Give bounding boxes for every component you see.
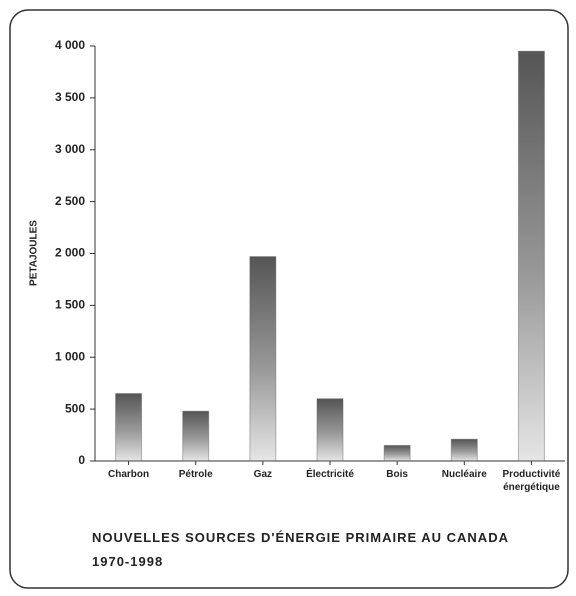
x-tick-label: Nucléaire xyxy=(441,469,487,480)
x-tick-label: Électricité xyxy=(306,469,354,480)
x-tick-label: Productivité énergétique xyxy=(502,469,561,493)
y-tick-label: 0 xyxy=(78,453,85,467)
x-tick-label: Bois xyxy=(386,469,408,480)
y-tick-label: 2 000 xyxy=(55,246,85,260)
chart-title: NOUVELLES SOURCES D'ÉNERGIE PRIMAIRE AU … xyxy=(92,530,509,545)
y-tick-label: 1 000 xyxy=(55,349,85,363)
y-tick-label: 3 500 xyxy=(55,90,85,104)
y-tick-label: 2 500 xyxy=(55,194,85,208)
x-tick-label: Charbon xyxy=(108,469,150,480)
chart-subtitle: 1970-1998 xyxy=(92,554,164,569)
y-axis-label: PETAJOULES xyxy=(29,220,40,286)
y-tick-label: 3 000 xyxy=(55,142,85,156)
y-tick-label: 4 000 xyxy=(55,38,85,52)
bar xyxy=(517,50,545,462)
bar xyxy=(383,444,411,462)
x-tick-label: Pétrole xyxy=(178,469,213,480)
y-tick-label: 500 xyxy=(65,401,85,415)
y-tick-label: 1 500 xyxy=(55,298,85,312)
bar xyxy=(249,256,277,462)
x-tick-label: Gaz xyxy=(253,469,273,480)
bar xyxy=(316,398,344,462)
bar xyxy=(450,438,478,462)
bar xyxy=(115,393,143,462)
frame xyxy=(9,9,569,589)
bar xyxy=(182,410,210,462)
